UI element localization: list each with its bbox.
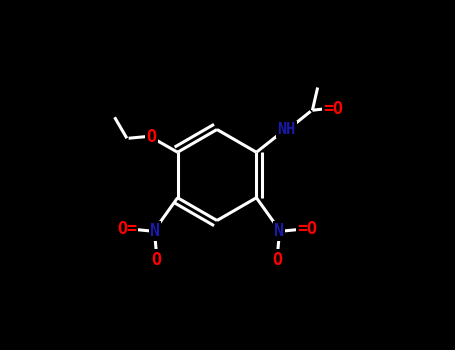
Text: O: O — [273, 251, 283, 269]
Text: O: O — [152, 251, 162, 269]
Text: =O: =O — [324, 99, 344, 118]
Text: N: N — [274, 222, 284, 240]
Text: NH: NH — [277, 122, 295, 137]
Text: O=: O= — [117, 220, 137, 238]
Text: N: N — [150, 222, 160, 240]
Text: O: O — [147, 127, 157, 146]
Text: =O: =O — [297, 220, 317, 238]
